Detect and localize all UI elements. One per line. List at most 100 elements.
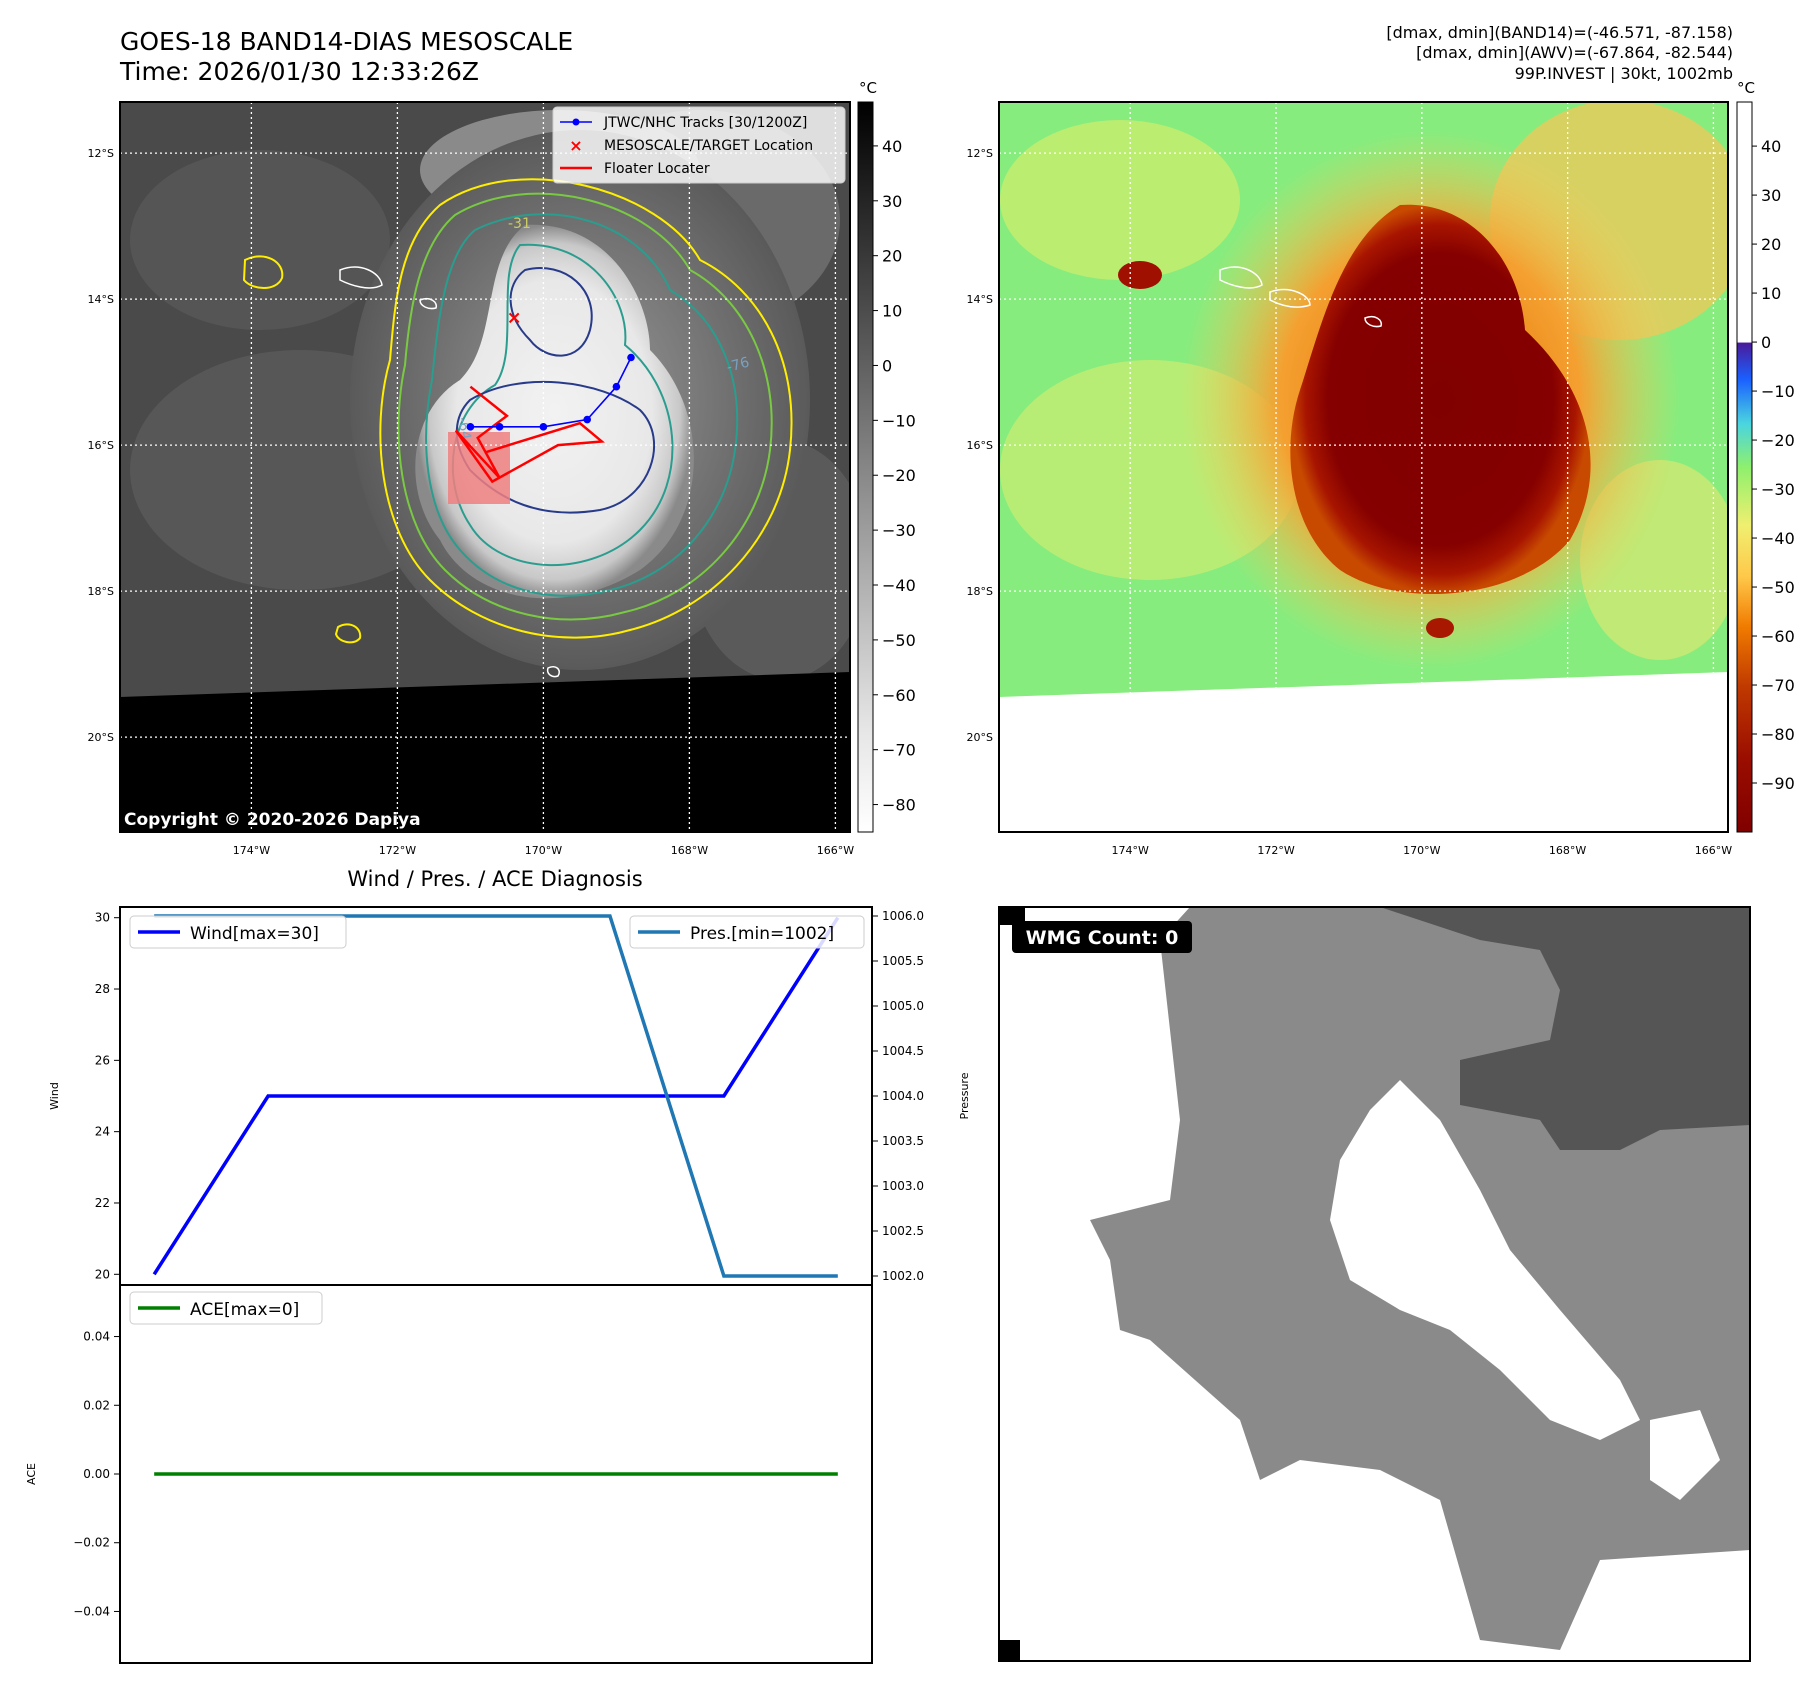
ace-tick-label: −0.02 <box>73 1536 110 1550</box>
awv-moisture-field <box>1000 120 1240 280</box>
colorbar-tick-label: −60 <box>882 686 916 705</box>
target-location-marker: × <box>507 307 522 328</box>
lon-label: 166°W <box>1695 844 1732 857</box>
band14-map: -31-76-64 × <box>120 102 850 832</box>
wmg-corner-black <box>1000 908 1025 925</box>
storm-info: 99P.INVEST | 30kt, 1002mb <box>1514 64 1733 83</box>
wind-tick-label: 24 <box>95 1125 110 1139</box>
pressure-tick-label: 1003.0 <box>882 1179 924 1193</box>
lat-label: 18°S <box>967 585 993 598</box>
colorbar-tick-label: −30 <box>1761 480 1795 499</box>
colorbar-tick-label: 0 <box>882 356 892 375</box>
wind-tick-label: 20 <box>95 1267 110 1281</box>
band14-contour-island <box>242 255 284 289</box>
band14-coastline <box>419 297 438 310</box>
wind-tick-label: 22 <box>95 1196 110 1210</box>
track-point <box>495 423 504 431</box>
colorbar-tick-label: −50 <box>1761 578 1795 597</box>
band14-colorbar-ticks: 40 30 20 10 0 −10 −20 −30 −40 −50 −60 −70 −80 <box>873 137 916 815</box>
awv-colorbar <box>1736 101 1753 833</box>
pressure-tick-label: 1005.0 <box>882 999 924 1013</box>
colorbar-tick-label: −60 <box>1761 627 1795 646</box>
lat-label: 12°S <box>967 147 993 160</box>
colorbar-tick-label: −10 <box>1761 382 1795 401</box>
pressure-tick-label: 1002.5 <box>882 1224 924 1238</box>
band14-coastline <box>339 266 383 289</box>
ace-legend-label: ACE[max=0] <box>190 1300 299 1320</box>
band14-contour <box>397 192 773 621</box>
awv-map-frame <box>998 101 1729 833</box>
figure-title: GOES-18 BAND14-DIAS MESOSCALE <box>120 27 574 56</box>
pressure-tick-label: 1002.0 <box>882 1269 924 1283</box>
diagnosis-chart-title: Wind / Pres. / ACE Diagnosis <box>347 867 642 891</box>
colorbar-tick-label: −20 <box>1761 431 1795 450</box>
colorbar-tick-label: 0 <box>1761 333 1771 352</box>
track-point <box>627 353 635 362</box>
band14-lon-labels: 174°W 172°W 170°W 168°W 166°W <box>233 844 854 857</box>
awv-no-data <box>999 672 1728 832</box>
legend-floater-label: Floater Locater <box>604 161 710 177</box>
band14-coastline <box>546 665 560 678</box>
wmg-region-white <box>1650 1410 1720 1500</box>
wind-legend-box <box>129 915 347 949</box>
wind-series-line <box>152 916 840 1276</box>
pressure-tick-label: 1004.5 <box>882 1044 924 1058</box>
wind-tick-label: 28 <box>95 982 110 996</box>
colorbar-tick-label: 10 <box>1761 284 1781 303</box>
pressure-tick-label: 1003.5 <box>882 1134 924 1148</box>
colorbar-tick-label: −80 <box>1761 725 1795 744</box>
lon-label: 168°W <box>1549 844 1586 857</box>
colorbar-tick-label: −30 <box>882 521 916 540</box>
colorbar-tick-label: 20 <box>1761 235 1781 254</box>
jtwc-track-line <box>470 357 632 428</box>
contour-label: -76 <box>725 354 751 375</box>
colorbar-tick-label: 20 <box>882 247 902 266</box>
band14-contour <box>451 243 674 567</box>
lat-label: 14°S <box>88 293 114 306</box>
wmg-corner-black <box>1000 1640 1020 1660</box>
colorbar-tick-label: −40 <box>1761 529 1795 548</box>
wmg-panel: WMG Count: 0 <box>998 906 1751 1662</box>
awv-coastline <box>1364 315 1383 328</box>
jtwc-track-points <box>466 353 635 431</box>
band14-contour <box>425 213 739 597</box>
legend-box <box>552 106 846 184</box>
colorbar-tick-label: 40 <box>1761 137 1781 156</box>
wind-axis-label: Wind <box>48 1082 61 1110</box>
target-x-mark: × <box>507 307 522 328</box>
ace-tick-label: 0.04 <box>83 1330 110 1344</box>
figure-time: Time: 2026/01/30 12:33:26Z <box>120 57 479 86</box>
pressure-legend-box <box>629 915 865 949</box>
pressure-tick-label: 1004.0 <box>882 1089 924 1103</box>
lon-label: 174°W <box>1112 844 1149 857</box>
ace-axis-label: ACE <box>25 1463 38 1485</box>
band14-cloud-field <box>130 150 390 330</box>
track-point <box>612 382 621 391</box>
colorbar-tick-label: −10 <box>882 411 916 430</box>
pressure-axis-ticks: 1002.0 1002.5 1003.0 1003.5 1004.0 1004.5 1005… <box>872 909 924 1283</box>
ace-frame <box>119 1284 873 1664</box>
pressure-axis-label: Pressure <box>958 1072 971 1119</box>
awv-cell <box>1118 261 1162 289</box>
awv-map <box>999 102 1728 832</box>
wind-axis-ticks: 20 22 24 26 28 30 <box>95 911 120 1281</box>
band14-contour-outer <box>379 178 793 639</box>
legend-target-label: MESOSCALE/TARGET Location <box>604 138 813 154</box>
copyright-text: Copyright © 2020-2026 Dapiya <box>124 810 421 830</box>
awv-coastline <box>1219 266 1263 289</box>
wind-tick-label: 26 <box>95 1053 110 1067</box>
ace-legend: ACE[max=0] <box>129 1291 323 1325</box>
pressure-legend: Pres.[min=1002] <box>629 915 865 949</box>
legend-track-label: JTWC/NHC Tracks [30/1200Z] <box>603 115 807 131</box>
lon-label: 170°W <box>525 844 562 857</box>
colorbar-tick-label: 30 <box>882 192 902 211</box>
legend-target-icon: × <box>569 136 582 155</box>
track-point <box>539 423 548 431</box>
lat-label: 20°S <box>88 731 114 744</box>
band14-colorbar <box>857 101 874 833</box>
lon-label: 174°W <box>233 844 270 857</box>
map-legend: JTWC/NHC Tracks [30/1200Z] × MESOSCALE/T… <box>552 106 846 184</box>
ace-axis-ticks: 0.04 0.02 0.00 −0.02 −0.04 <box>73 1330 120 1618</box>
stats-band14: [dmax, dmin](BAND14)=(-46.571, -87.158) <box>1386 23 1733 42</box>
